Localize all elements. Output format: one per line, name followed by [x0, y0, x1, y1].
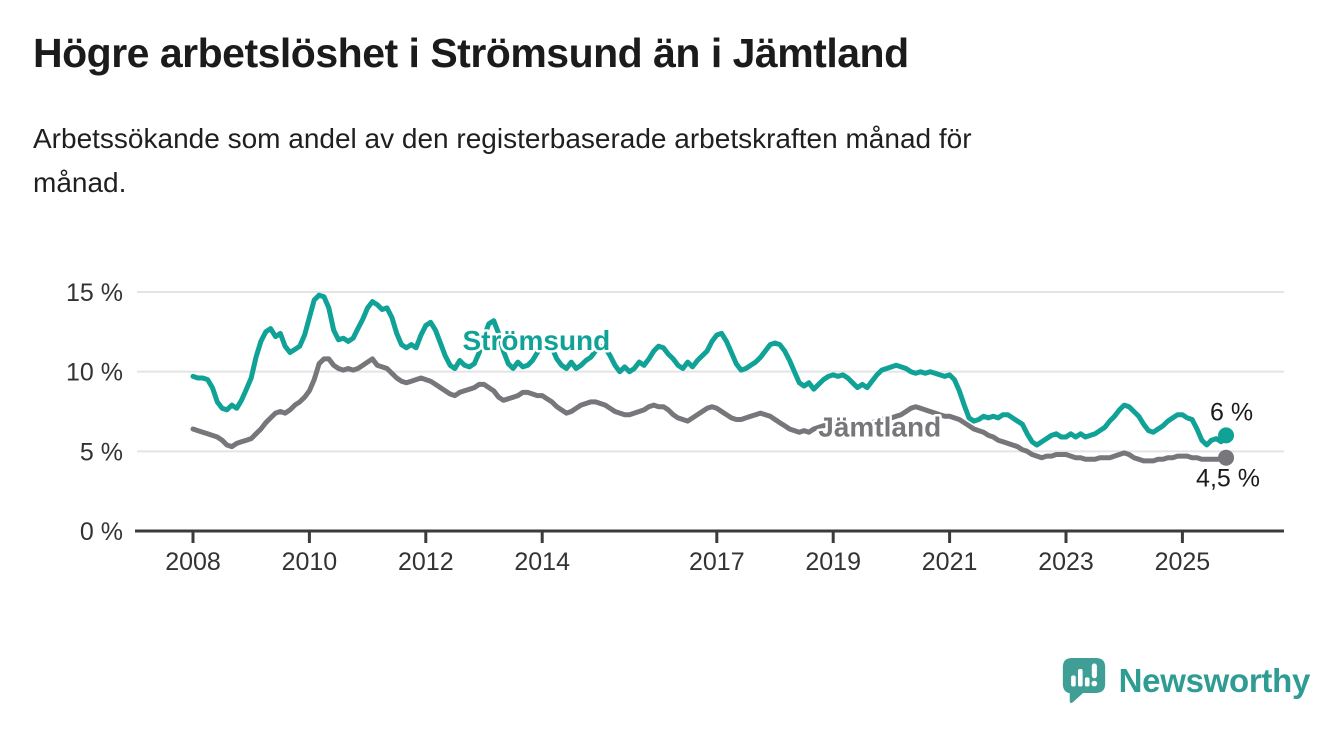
x-tick-label: 2017 — [689, 548, 745, 576]
x-tick-label: 2025 — [1155, 548, 1211, 576]
newsworthy-wordmark: Newsworthy — [1118, 662, 1311, 699]
x-tick-label: 2012 — [398, 548, 454, 576]
y-tick-label: 5 % — [80, 438, 123, 466]
newsworthy-logo: Newsworthy — [1061, 656, 1310, 706]
series-line-strmsund — [190, 292, 1229, 448]
x-tick-label: 2023 — [1038, 548, 1094, 576]
y-tick-label: 10 % — [66, 359, 123, 387]
series-end-label-strmsund: 6 % — [1210, 398, 1253, 426]
series-end-dot-jmtland — [1218, 449, 1235, 466]
x-tick-label: 2014 — [514, 548, 570, 576]
chart-subtitle-line2: månad. — [33, 166, 127, 198]
series-end-label-jmtland: 4,5 % — [1196, 465, 1260, 493]
series-inline-label-strmsund: Strömsund — [462, 325, 610, 356]
chart-subtitle: Arbetssökande som andel av den registerb… — [33, 117, 1303, 204]
series-line-jmtland — [190, 356, 1229, 464]
x-tick-label: 2008 — [165, 548, 221, 576]
series-inline-label-jmtland: Jämtland — [818, 412, 941, 443]
x-tick-label: 2021 — [922, 548, 978, 576]
x-tick-label: 2019 — [805, 548, 861, 576]
newsworthy-speech-bubble-bar-chart-icon — [1062, 658, 1105, 704]
chart-header: Högre arbetslöshet i Strömsund än i Jämt… — [33, 30, 1303, 204]
chart-subtitle-line1: Arbetssökande som andel av den registerb… — [33, 123, 972, 155]
series-end-dot-strmsund — [1218, 427, 1235, 444]
x-tick-label: 2010 — [282, 548, 338, 576]
y-tick-label: 0 % — [80, 518, 123, 546]
chart-title: Högre arbetslöshet i Strömsund än i Jämt… — [33, 30, 909, 76]
y-tick-label: 15 % — [66, 279, 123, 307]
